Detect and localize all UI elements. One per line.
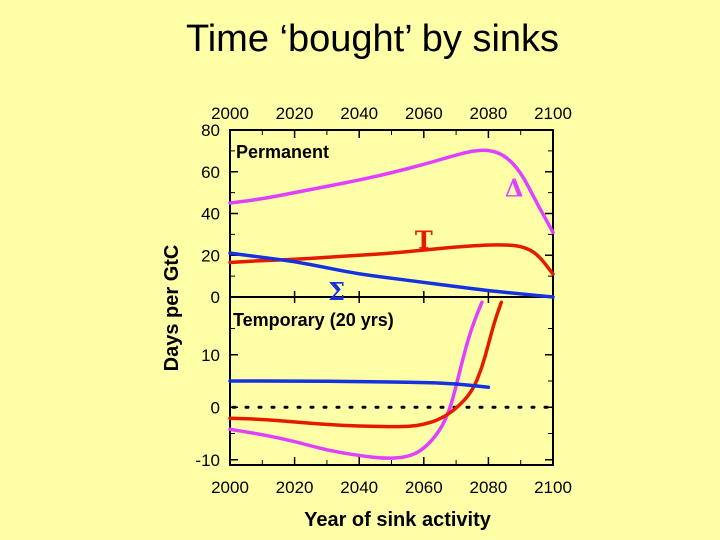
x-tick-label-bottom: 2080 <box>469 478 507 497</box>
x-tick-label-bottom: 2020 <box>276 478 314 497</box>
y-tick-label: -10 <box>195 451 220 470</box>
x-tick-label-top: 2080 <box>469 104 507 123</box>
y-tick-label: 60 <box>201 163 220 182</box>
temporary-series-line-blue <box>228 379 491 390</box>
y-tick-label: 40 <box>201 205 220 224</box>
temporary-series-line-magenta <box>228 300 484 460</box>
x-axis-title: Year of sink activity <box>304 509 492 531</box>
x-tick-label-top: 2100 <box>534 104 572 123</box>
y-axis-title: Days per GtC <box>161 245 183 372</box>
x-tick-label-top: 2000 <box>211 104 249 123</box>
panel-label-temporary: Temporary (20 yrs) <box>233 310 394 330</box>
permanent-series-line-Σ <box>228 251 555 299</box>
y-tick-label: 10 <box>201 346 220 365</box>
x-tick-label-top: 2060 <box>405 104 443 123</box>
series-annotation: Δ <box>505 173 524 202</box>
x-tick-label-bottom: 2060 <box>405 478 443 497</box>
x-tick-label-bottom: 2040 <box>340 478 378 497</box>
chart-title: Time ‘bought’ by sinks <box>185 18 560 60</box>
x-tick-label-top: 2020 <box>276 104 314 123</box>
temporary-series-line-red <box>228 300 504 429</box>
x-tick-label-bottom: 2100 <box>534 478 572 497</box>
y-tick-label: 80 <box>201 121 220 140</box>
y-tick-label: 20 <box>201 246 220 265</box>
x-tick-label-top: 2040 <box>340 104 378 123</box>
y-tick-label: 0 <box>211 398 220 417</box>
series-annotation: Σ <box>328 277 345 306</box>
x-tick-label-bottom: 2000 <box>211 478 249 497</box>
y-tick-label: 0 <box>211 288 220 307</box>
permanent-series-line-Δ <box>228 148 555 235</box>
series-annotation: T <box>415 226 433 255</box>
panel-label-permanent: Permanent <box>236 142 329 162</box>
